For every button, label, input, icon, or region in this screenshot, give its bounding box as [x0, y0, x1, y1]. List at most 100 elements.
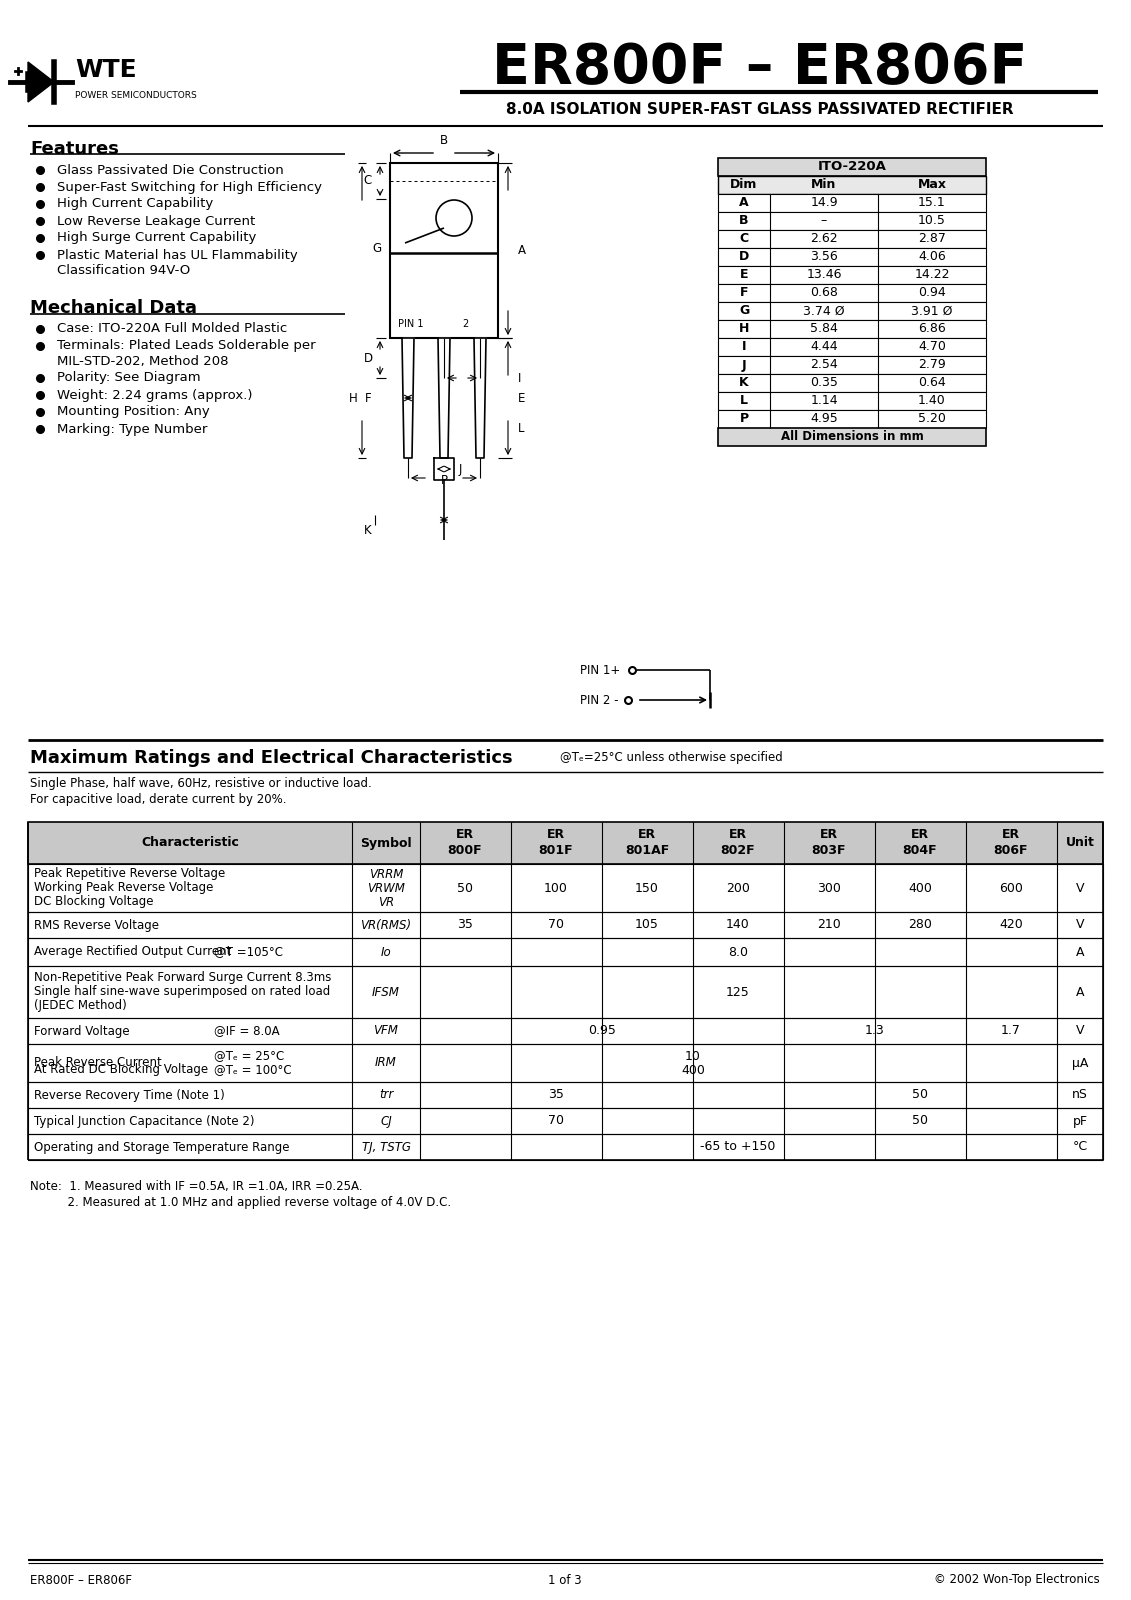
Text: 300: 300	[817, 882, 841, 894]
Text: 5.20: 5.20	[918, 413, 946, 426]
Bar	[718, 176, 986, 194]
Text: F: F	[364, 392, 371, 405]
Text: Low Reverse Leakage Current: Low Reverse Leakage Current	[57, 214, 256, 227]
Text: 2.62: 2.62	[810, 232, 838, 245]
Text: Terminals: Plated Leads Solderable per: Terminals: Plated Leads Solderable per	[57, 339, 316, 352]
Text: B: B	[440, 134, 448, 147]
Text: 3.56: 3.56	[810, 251, 838, 264]
Text: MIL-STD-202, Method 208: MIL-STD-202, Method 208	[57, 355, 228, 368]
Text: Super-Fast Switching for High Efficiency: Super-Fast Switching for High Efficiency	[57, 181, 322, 194]
Text: Mechanical Data: Mechanical Data	[31, 299, 197, 317]
Text: 105: 105	[636, 918, 659, 931]
Text: High Current Capability: High Current Capability	[57, 197, 214, 211]
Text: P: P	[740, 413, 749, 426]
Text: 50: 50	[912, 1088, 929, 1101]
Text: Weight: 2.24 grams (approx.): Weight: 2.24 grams (approx.)	[57, 389, 252, 402]
Text: K: K	[364, 523, 372, 536]
Text: 802F: 802F	[720, 843, 756, 856]
Text: A: A	[1076, 986, 1085, 998]
Text: Features: Features	[31, 141, 119, 158]
Text: 6.86: 6.86	[918, 323, 946, 336]
Text: 400: 400	[908, 882, 932, 894]
Text: ER: ER	[456, 827, 474, 840]
Text: (JEDEC Method): (JEDEC Method)	[34, 1000, 127, 1013]
Text: Forward Voltage: Forward Voltage	[34, 1024, 130, 1037]
Text: Operating and Storage Temperature Range: Operating and Storage Temperature Range	[34, 1141, 290, 1154]
Text: G: G	[372, 242, 381, 254]
Text: 2.79: 2.79	[918, 358, 946, 371]
Bar	[28, 938, 1103, 966]
Polygon shape	[474, 338, 486, 458]
Bar	[718, 410, 986, 427]
Text: 420: 420	[999, 918, 1022, 931]
Text: 1.14: 1.14	[810, 395, 838, 408]
Text: @Tₑ = 25°C: @Tₑ = 25°C	[214, 1050, 284, 1062]
Text: Mounting Position: Any: Mounting Position: Any	[57, 405, 209, 419]
Polygon shape	[438, 338, 450, 458]
Text: Marking: Type Number: Marking: Type Number	[57, 422, 207, 435]
Text: V: V	[1076, 882, 1085, 894]
Text: 4.95: 4.95	[810, 413, 838, 426]
Text: ER800F – ER806F: ER800F – ER806F	[31, 1573, 132, 1587]
Bar	[718, 374, 986, 392]
Text: J: J	[742, 358, 746, 371]
Text: Maximum Ratings and Electrical Characteristics: Maximum Ratings and Electrical Character…	[31, 749, 512, 766]
Text: Peak Repetitive Reverse Voltage: Peak Repetitive Reverse Voltage	[34, 867, 225, 880]
Text: C: C	[740, 232, 749, 245]
Text: Min: Min	[811, 179, 837, 192]
Text: H: H	[739, 323, 749, 336]
Bar	[28, 966, 1103, 1018]
Text: 125: 125	[726, 986, 750, 998]
Bar	[718, 302, 986, 320]
Text: Single Phase, half wave, 60Hz, resistive or inductive load.: Single Phase, half wave, 60Hz, resistive…	[31, 778, 372, 790]
Text: CJ: CJ	[380, 1115, 391, 1128]
Bar	[718, 338, 986, 357]
Bar	[718, 427, 986, 446]
Text: ER: ER	[910, 827, 929, 840]
Text: 3.91 Ø: 3.91 Ø	[912, 304, 952, 317]
Text: At Rated DC Blocking Voltage: At Rated DC Blocking Voltage	[34, 1064, 208, 1077]
Text: 801F: 801F	[538, 843, 573, 856]
Text: RMS Reverse Voltage: RMS Reverse Voltage	[34, 918, 159, 931]
Text: VRWM: VRWM	[368, 882, 405, 894]
Bar	[28, 1018, 1103, 1043]
Polygon shape	[28, 62, 54, 102]
Text: 804F: 804F	[903, 843, 938, 856]
Text: 8.0A ISOLATION SUPER-FAST GLASS PASSIVATED RECTIFIER: 8.0A ISOLATION SUPER-FAST GLASS PASSIVAT…	[507, 102, 1013, 117]
Text: 100: 100	[544, 882, 568, 894]
Bar	[390, 163, 498, 338]
Circle shape	[435, 200, 472, 235]
Text: 140: 140	[726, 918, 750, 931]
Text: ER: ER	[547, 827, 566, 840]
Polygon shape	[402, 338, 414, 458]
Bar	[718, 211, 986, 230]
Bar	[718, 266, 986, 285]
Text: Classification 94V-O: Classification 94V-O	[57, 264, 190, 277]
Text: 70: 70	[549, 1115, 564, 1128]
Text: D: D	[363, 352, 372, 365]
Text: PIN 1+: PIN 1+	[580, 664, 620, 677]
Text: DC Blocking Voltage: DC Blocking Voltage	[34, 896, 154, 909]
Text: H: H	[349, 392, 359, 405]
Text: 0.95: 0.95	[588, 1024, 616, 1037]
Text: Characteristic: Characteristic	[141, 837, 239, 850]
Text: -65 to +150: -65 to +150	[700, 1141, 776, 1154]
Text: 3.74 Ø: 3.74 Ø	[803, 304, 845, 317]
Bar	[718, 320, 986, 338]
Text: ITO-220A: ITO-220A	[818, 160, 887, 173]
Bar	[718, 285, 986, 302]
Text: Symbol: Symbol	[360, 837, 412, 850]
Text: 4.44: 4.44	[810, 341, 838, 354]
Text: For capacitive load, derate current by 20%.: For capacitive load, derate current by 2…	[31, 794, 286, 806]
Text: ER: ER	[729, 827, 748, 840]
Text: WTE: WTE	[75, 58, 137, 82]
Bar	[28, 864, 1103, 912]
Text: P: P	[440, 474, 448, 486]
Bar	[28, 1043, 1103, 1082]
Text: 0.94: 0.94	[918, 286, 946, 299]
Text: ER: ER	[1002, 827, 1020, 840]
Bar	[28, 1082, 1103, 1107]
Text: nS: nS	[1072, 1088, 1088, 1101]
Text: 14.22: 14.22	[914, 269, 950, 282]
Text: μA: μA	[1072, 1056, 1088, 1069]
